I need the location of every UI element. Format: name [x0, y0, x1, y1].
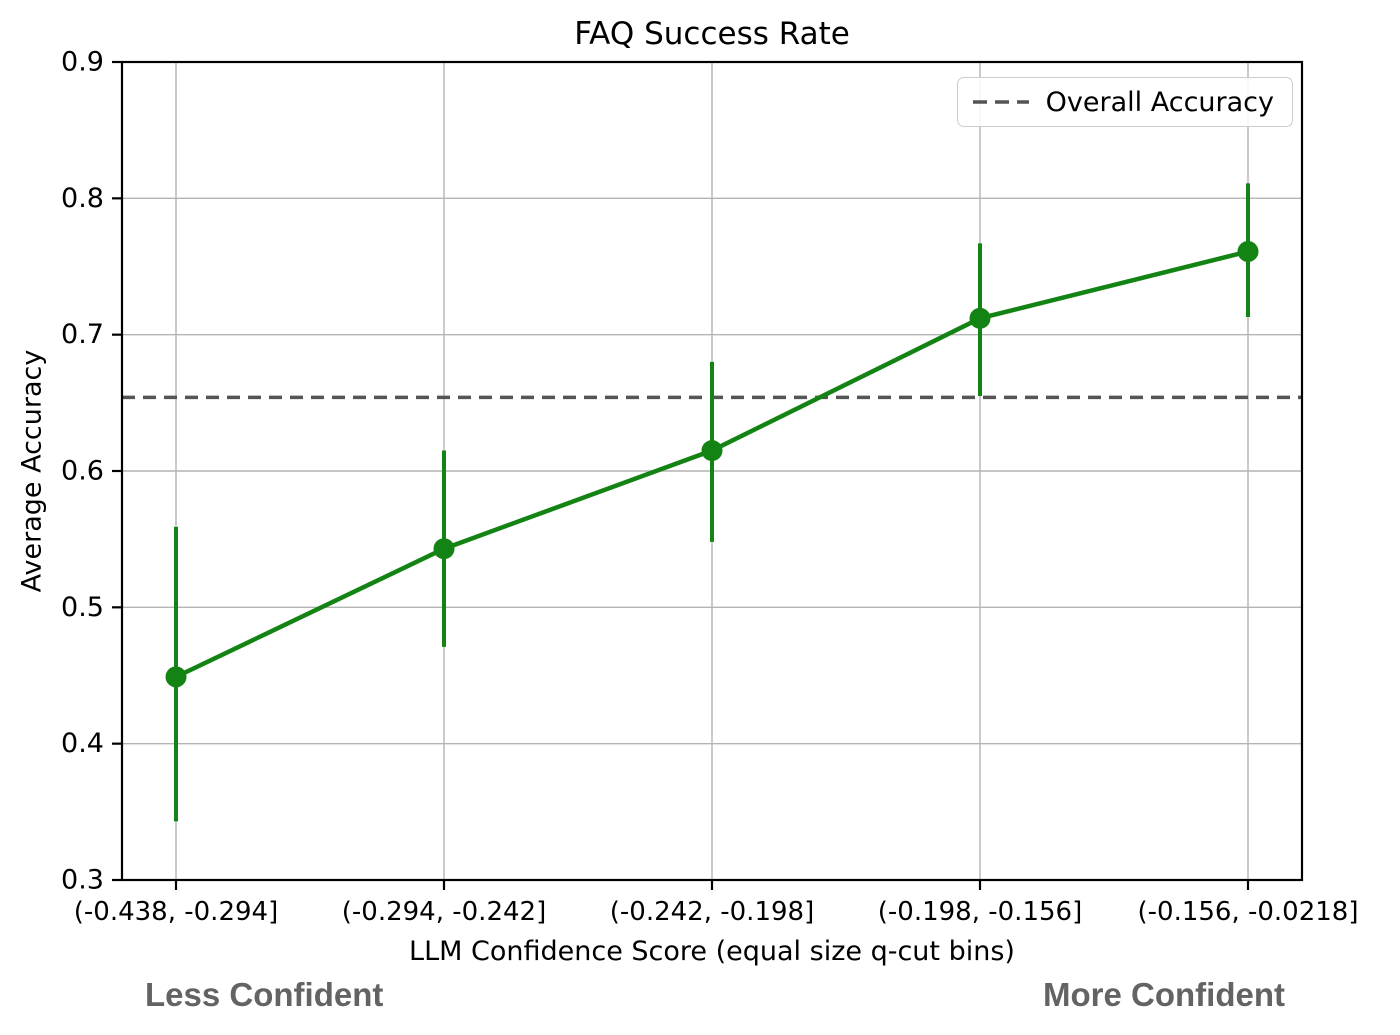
legend-label: Overall Accuracy — [1045, 86, 1274, 118]
y-tick-label: 0.4 — [61, 728, 104, 759]
x-tick-label: (-0.198, -0.156] — [878, 897, 1082, 927]
y-tick-label: 0.5 — [61, 592, 104, 623]
x-tick-label: (-0.438, -0.294] — [74, 897, 278, 927]
x-axis-label: LLM Confidence Score (equal size q-cut b… — [409, 936, 1015, 967]
x-tick-label: (-0.156, -0.0218] — [1138, 897, 1359, 927]
annotation-less-confident: Less Confident — [145, 976, 384, 1013]
annotation-more-confident: More Confident — [1043, 976, 1285, 1013]
x-tick-label: (-0.294, -0.242] — [342, 897, 546, 927]
legend-dashed-line-icon — [972, 100, 1029, 104]
y-tick-label: 0.8 — [61, 183, 104, 214]
data-point — [433, 538, 455, 560]
data-point — [165, 666, 187, 688]
y-tick-label: 0.9 — [61, 47, 104, 78]
legend: Overall Accuracy — [956, 77, 1293, 127]
chart-title: FAQ Success Rate — [574, 16, 850, 52]
data-point — [701, 440, 723, 462]
data-point — [969, 307, 991, 329]
y-axis-label: Average Accuracy — [16, 349, 48, 593]
y-tick-label: 0.3 — [61, 865, 104, 896]
y-tick-label: 0.7 — [61, 319, 104, 350]
x-tick-label: (-0.242, -0.198] — [610, 897, 814, 927]
y-tick-label: 0.6 — [61, 456, 104, 487]
data-point — [1237, 241, 1259, 263]
